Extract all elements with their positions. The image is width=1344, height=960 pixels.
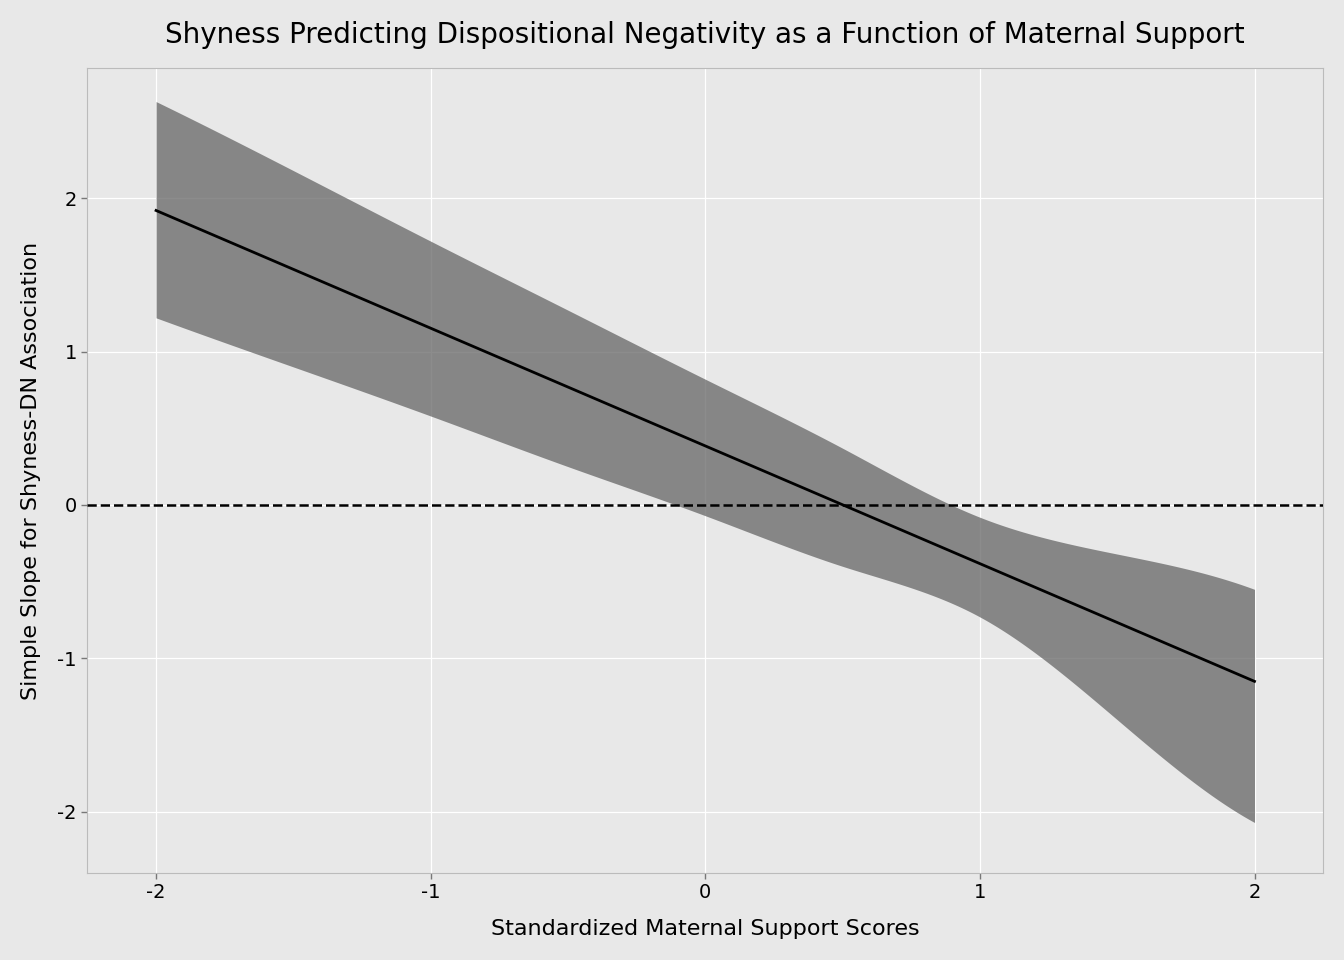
Title: Shyness Predicting Dispositional Negativity as a Function of Maternal Support: Shyness Predicting Dispositional Negativ… — [165, 21, 1245, 49]
Y-axis label: Simple Slope for Shyness-DN Association: Simple Slope for Shyness-DN Association — [22, 241, 40, 700]
X-axis label: Standardized Maternal Support Scores: Standardized Maternal Support Scores — [491, 919, 919, 939]
